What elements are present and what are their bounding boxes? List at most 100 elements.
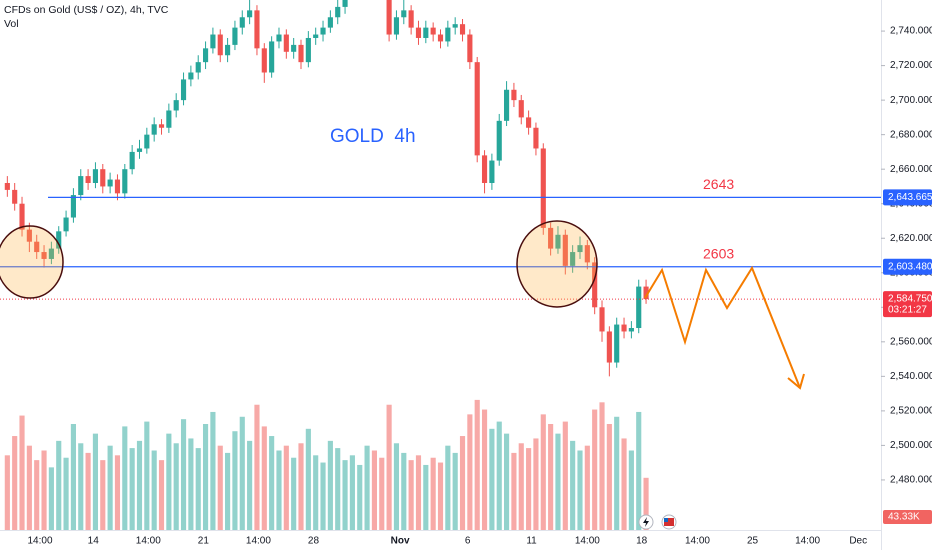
volume-bar xyxy=(584,445,590,530)
candle-body xyxy=(636,286,642,329)
volume-bar xyxy=(195,448,201,530)
candle-body xyxy=(48,248,54,259)
volume-bar xyxy=(56,440,62,530)
volume-bar xyxy=(305,428,311,530)
x-tick-label: 14:00 xyxy=(575,536,600,547)
candle-body xyxy=(298,44,304,63)
x-tick-label: 18 xyxy=(636,536,648,547)
candle-body xyxy=(496,120,502,161)
y-tick-label: 2,480.000 xyxy=(890,475,932,486)
volume-bar xyxy=(320,462,326,530)
candle-body xyxy=(247,10,253,18)
candle-body xyxy=(481,155,488,183)
volume-bar xyxy=(283,445,289,530)
volume-bar xyxy=(210,411,216,530)
volume-bar xyxy=(298,443,304,530)
volume-bar xyxy=(628,450,634,530)
price-badge xyxy=(883,189,932,206)
volume-bar xyxy=(151,450,157,530)
candle-body xyxy=(225,44,231,56)
y-tick-label: 2,620.000 xyxy=(890,233,932,244)
volume-bar xyxy=(408,460,414,530)
candle-body xyxy=(283,34,289,52)
y-tick-label: 2,720.000 xyxy=(890,60,932,71)
x-tick-label: 28 xyxy=(308,536,320,547)
candle-body xyxy=(504,89,510,121)
candle-body xyxy=(320,27,326,35)
candle-body xyxy=(327,17,333,28)
price-line-annotation: 2603 xyxy=(703,245,734,261)
highlight-circle xyxy=(516,220,598,308)
candle-body xyxy=(41,252,47,259)
volume-bar xyxy=(481,409,488,530)
volume-bar xyxy=(4,455,10,530)
candle-body xyxy=(85,176,91,183)
candle-body xyxy=(592,262,598,308)
lightning-icon xyxy=(643,517,649,527)
volume-bar xyxy=(357,464,363,530)
plot-area xyxy=(0,0,881,530)
volume-bar xyxy=(144,421,150,530)
candle-body xyxy=(415,27,422,38)
volume-bar xyxy=(459,436,466,530)
volume-bar xyxy=(129,448,135,530)
candle-body xyxy=(19,203,25,230)
candle-body xyxy=(342,0,348,7)
candle-body xyxy=(614,324,620,363)
volume-badge xyxy=(883,510,932,524)
volume-bar xyxy=(526,448,532,530)
y-tick-label: 2,660.000 xyxy=(890,164,932,175)
volume-bar xyxy=(393,443,400,530)
candle-body xyxy=(261,48,267,73)
volume-bar xyxy=(269,436,275,530)
volume-bar xyxy=(202,424,209,530)
volume-bar xyxy=(63,457,69,530)
candle-body xyxy=(180,79,187,101)
highlight-circle xyxy=(0,225,64,299)
volume-bar xyxy=(92,433,99,530)
candle-body xyxy=(555,234,561,249)
candle-body xyxy=(232,27,238,45)
candle-body xyxy=(70,195,76,218)
volume-bar xyxy=(606,424,612,530)
volume-bar xyxy=(254,404,260,530)
volume-bar xyxy=(577,450,583,530)
candle-body xyxy=(540,148,546,228)
candle-body xyxy=(239,17,245,28)
x-tick-label: 25 xyxy=(747,536,759,547)
candle-body xyxy=(577,245,583,253)
last-price-label: 2,584.750 xyxy=(888,294,932,305)
projection-arrow xyxy=(787,373,805,390)
y-tick-label: 2,500.000 xyxy=(890,440,932,451)
volume-bar xyxy=(540,414,546,530)
volume-bar xyxy=(570,440,576,530)
volume-bar xyxy=(349,455,355,530)
x-tick-label: 14:00 xyxy=(795,536,820,547)
x-tick-label: 14:00 xyxy=(685,536,710,547)
candle-body xyxy=(606,331,612,363)
volume-bar xyxy=(247,440,253,530)
candle-body xyxy=(129,151,135,170)
volume-bar xyxy=(423,464,429,530)
candle-body xyxy=(621,324,627,332)
volume-bar xyxy=(12,436,18,530)
candle-body xyxy=(56,231,62,249)
volume-bar xyxy=(158,460,165,530)
candle-body xyxy=(202,48,209,63)
countdown-label: 03:21:27 xyxy=(888,305,927,316)
volume-bar xyxy=(562,421,568,530)
candle-body xyxy=(26,229,32,242)
candle-body xyxy=(459,24,466,35)
volume-bar xyxy=(445,445,451,530)
candle-body xyxy=(489,160,495,183)
volume-bar xyxy=(107,445,113,530)
candle-body xyxy=(188,72,194,80)
annotation-title: GOLD 4h xyxy=(330,126,416,147)
volume-title: Vol xyxy=(4,18,19,30)
candle-body xyxy=(100,169,106,187)
volume-bar xyxy=(70,424,76,530)
x-tick-label: 21 xyxy=(198,536,210,547)
volume-bar xyxy=(489,428,495,530)
flag-icon xyxy=(664,518,674,526)
candle-body xyxy=(511,89,517,101)
